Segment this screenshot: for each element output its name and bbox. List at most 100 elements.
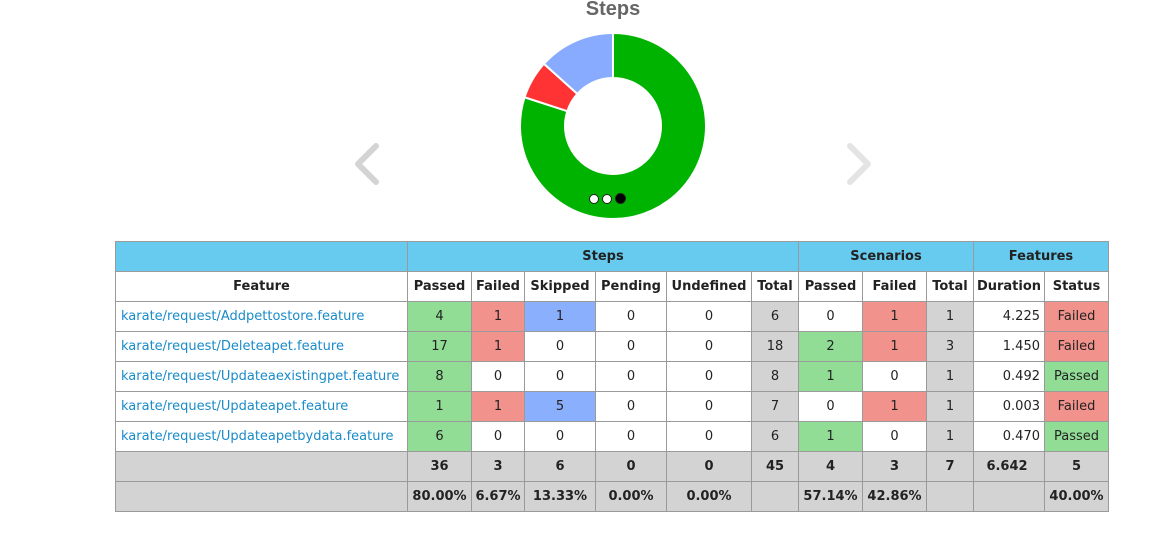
- group-header-blank: [115, 241, 408, 272]
- steps-undefined-cell: 0: [666, 301, 752, 332]
- steps-skipped-cell: 1: [524, 301, 596, 332]
- scenarios-failed-cell: 0: [862, 421, 927, 452]
- steps-skipped-cell: 0: [524, 421, 596, 452]
- col-header-feature[interactable]: Feature: [115, 271, 408, 302]
- donut-slice-passed[interactable]: [519, 32, 707, 220]
- table-row: karate/request/Updateaexistingpet.featur…: [115, 361, 1109, 392]
- sc-failed-pct-cell: 42.86%: [862, 481, 927, 512]
- col-header-passed[interactable]: Passed: [407, 271, 472, 302]
- percentages-row: 80.00% 6.67% 13.33% 0.00% 0.00% 57.14% 42.86% 4…: [115, 481, 1109, 512]
- steps-passed-cell: 4: [407, 301, 472, 332]
- feature-link[interactable]: karate/request/Addpettostore.feature: [121, 309, 365, 324]
- steps-passed-cell: 8: [407, 361, 472, 392]
- group-header-steps: Steps: [407, 241, 799, 272]
- status-badge: Failed: [1044, 391, 1109, 422]
- passed-total-cell: 36: [407, 451, 472, 482]
- col-header-scenarios-total[interactable]: Total: [926, 271, 974, 302]
- table-row: karate/request/Deleteapet.feature 17 1 0 0 0 1…: [115, 331, 1109, 362]
- steps-failed-cell: 1: [471, 301, 525, 332]
- steps-total-cell: 18: [751, 331, 799, 362]
- pending-total-cell: 0: [595, 451, 667, 482]
- col-header-skipped[interactable]: Skipped: [524, 271, 596, 302]
- donut-slice-skipped[interactable]: [542, 32, 614, 96]
- steps-passed-cell: 6: [407, 421, 472, 452]
- duration-cell: 0.470: [973, 421, 1045, 452]
- feature-link[interactable]: karate/request/Deleteapet.feature: [121, 339, 344, 354]
- steps-failed-cell: 1: [471, 331, 525, 362]
- feature-link[interactable]: karate/request/Updateapet.feature: [121, 399, 349, 414]
- steps-pending-cell: 0: [595, 391, 667, 422]
- status-badge: Passed: [1044, 361, 1109, 392]
- scenarios-failed-cell: 1: [862, 331, 927, 362]
- scenarios-passed-cell: 1: [798, 421, 863, 452]
- steps-undefined-cell: 0: [666, 391, 752, 422]
- duration-total-cell: 6.642: [973, 451, 1045, 482]
- steps-passed-cell: 1: [407, 391, 472, 422]
- steps-total-cell: 8: [751, 361, 799, 392]
- scenarios-total-cell: 1: [926, 301, 974, 332]
- scenarios-passed-cell: 2: [798, 331, 863, 362]
- failed-total-cell: 3: [471, 451, 525, 482]
- duration-cell: 1.450: [973, 331, 1045, 362]
- status-badge: Passed: [1044, 421, 1109, 452]
- steps-skipped-cell: 5: [524, 391, 596, 422]
- table-row: karate/request/Updateapetbydata.feature 6…: [115, 421, 1109, 452]
- scenarios-total-cell: 3: [926, 331, 974, 362]
- scenarios-total-cell: 1: [926, 361, 974, 392]
- feature-name-cell: karate/request/Updateapetbydata.feature: [115, 421, 408, 452]
- steps-failed-cell: 1: [471, 391, 525, 422]
- scenarios-total-cell: 1: [926, 421, 974, 452]
- skipped-total-cell: 6: [524, 451, 596, 482]
- sc-total-total-cell: 7: [926, 451, 974, 482]
- col-header-duration[interactable]: Duration: [973, 271, 1045, 302]
- undefined-pct-cell: 0.00%: [666, 481, 752, 512]
- carousel-dot-active[interactable]: [615, 193, 626, 204]
- group-header-features: Features: [973, 241, 1109, 272]
- status-pct-cell: 40.00%: [1044, 481, 1109, 512]
- col-header-status[interactable]: Status: [1044, 271, 1109, 302]
- col-header-scenarios-passed[interactable]: Passed: [798, 271, 863, 302]
- steps-total-cell: 6: [751, 421, 799, 452]
- steps-total-cell: 7: [751, 391, 799, 422]
- chevron-right-icon[interactable]: [842, 142, 876, 186]
- feature-name-cell: karate/request/Updateapet.feature: [115, 391, 408, 422]
- steps-total-cell: 6: [751, 301, 799, 332]
- table-row: karate/request/Addpettostore.feature 4 1 1 0…: [115, 301, 1109, 332]
- chart-title: Steps: [585, 0, 641, 20]
- table-row: karate/request/Updateapet.feature 1 1 5 0 0 7 0…: [115, 391, 1109, 422]
- carousel-dot[interactable]: [602, 194, 612, 204]
- steps-donut-chart: [519, 32, 707, 220]
- undefined-total-cell: 0: [666, 451, 752, 482]
- feature-stats-table: Steps Scenarios Features Feature Passed …: [115, 241, 1109, 512]
- duration-cell: 4.225: [973, 301, 1045, 332]
- carousel-dot[interactable]: [589, 194, 599, 204]
- feature-link[interactable]: karate/request/Updateapetbydata.feature: [121, 429, 394, 444]
- col-header-scenarios-failed[interactable]: Failed: [862, 271, 927, 302]
- sc-failed-total-cell: 3: [862, 451, 927, 482]
- steps-pending-cell: 0: [595, 361, 667, 392]
- duration-cell: 0.003: [973, 391, 1045, 422]
- summary-blank-cell: [115, 451, 408, 482]
- feature-name-cell: karate/request/Addpettostore.feature: [115, 301, 408, 332]
- sc-passed-pct-cell: 57.14%: [798, 481, 863, 512]
- total-pct-cell: [751, 481, 799, 512]
- group-header-scenarios: Scenarios: [798, 241, 974, 272]
- scenarios-failed-cell: 1: [862, 301, 927, 332]
- steps-skipped-cell: 0: [524, 331, 596, 362]
- scenarios-failed-cell: 0: [862, 361, 927, 392]
- duration-cell: 0.492: [973, 361, 1045, 392]
- skipped-pct-cell: 13.33%: [524, 481, 596, 512]
- col-header-undefined[interactable]: Undefined: [666, 271, 752, 302]
- col-header-total[interactable]: Total: [751, 271, 799, 302]
- col-header-pending[interactable]: Pending: [595, 271, 667, 302]
- feature-name-cell: karate/request/Deleteapet.feature: [115, 331, 408, 362]
- duration-pct-cell: [973, 481, 1045, 512]
- scenarios-passed-cell: 1: [798, 361, 863, 392]
- sc-total-pct-cell: [926, 481, 974, 512]
- chevron-left-icon[interactable]: [350, 142, 384, 186]
- feature-link[interactable]: karate/request/Updateaexistingpet.featur…: [121, 369, 400, 384]
- passed-pct-cell: 80.00%: [407, 481, 472, 512]
- summary-blank-cell: [115, 481, 408, 512]
- col-header-failed[interactable]: Failed: [471, 271, 525, 302]
- steps-failed-cell: 0: [471, 361, 525, 392]
